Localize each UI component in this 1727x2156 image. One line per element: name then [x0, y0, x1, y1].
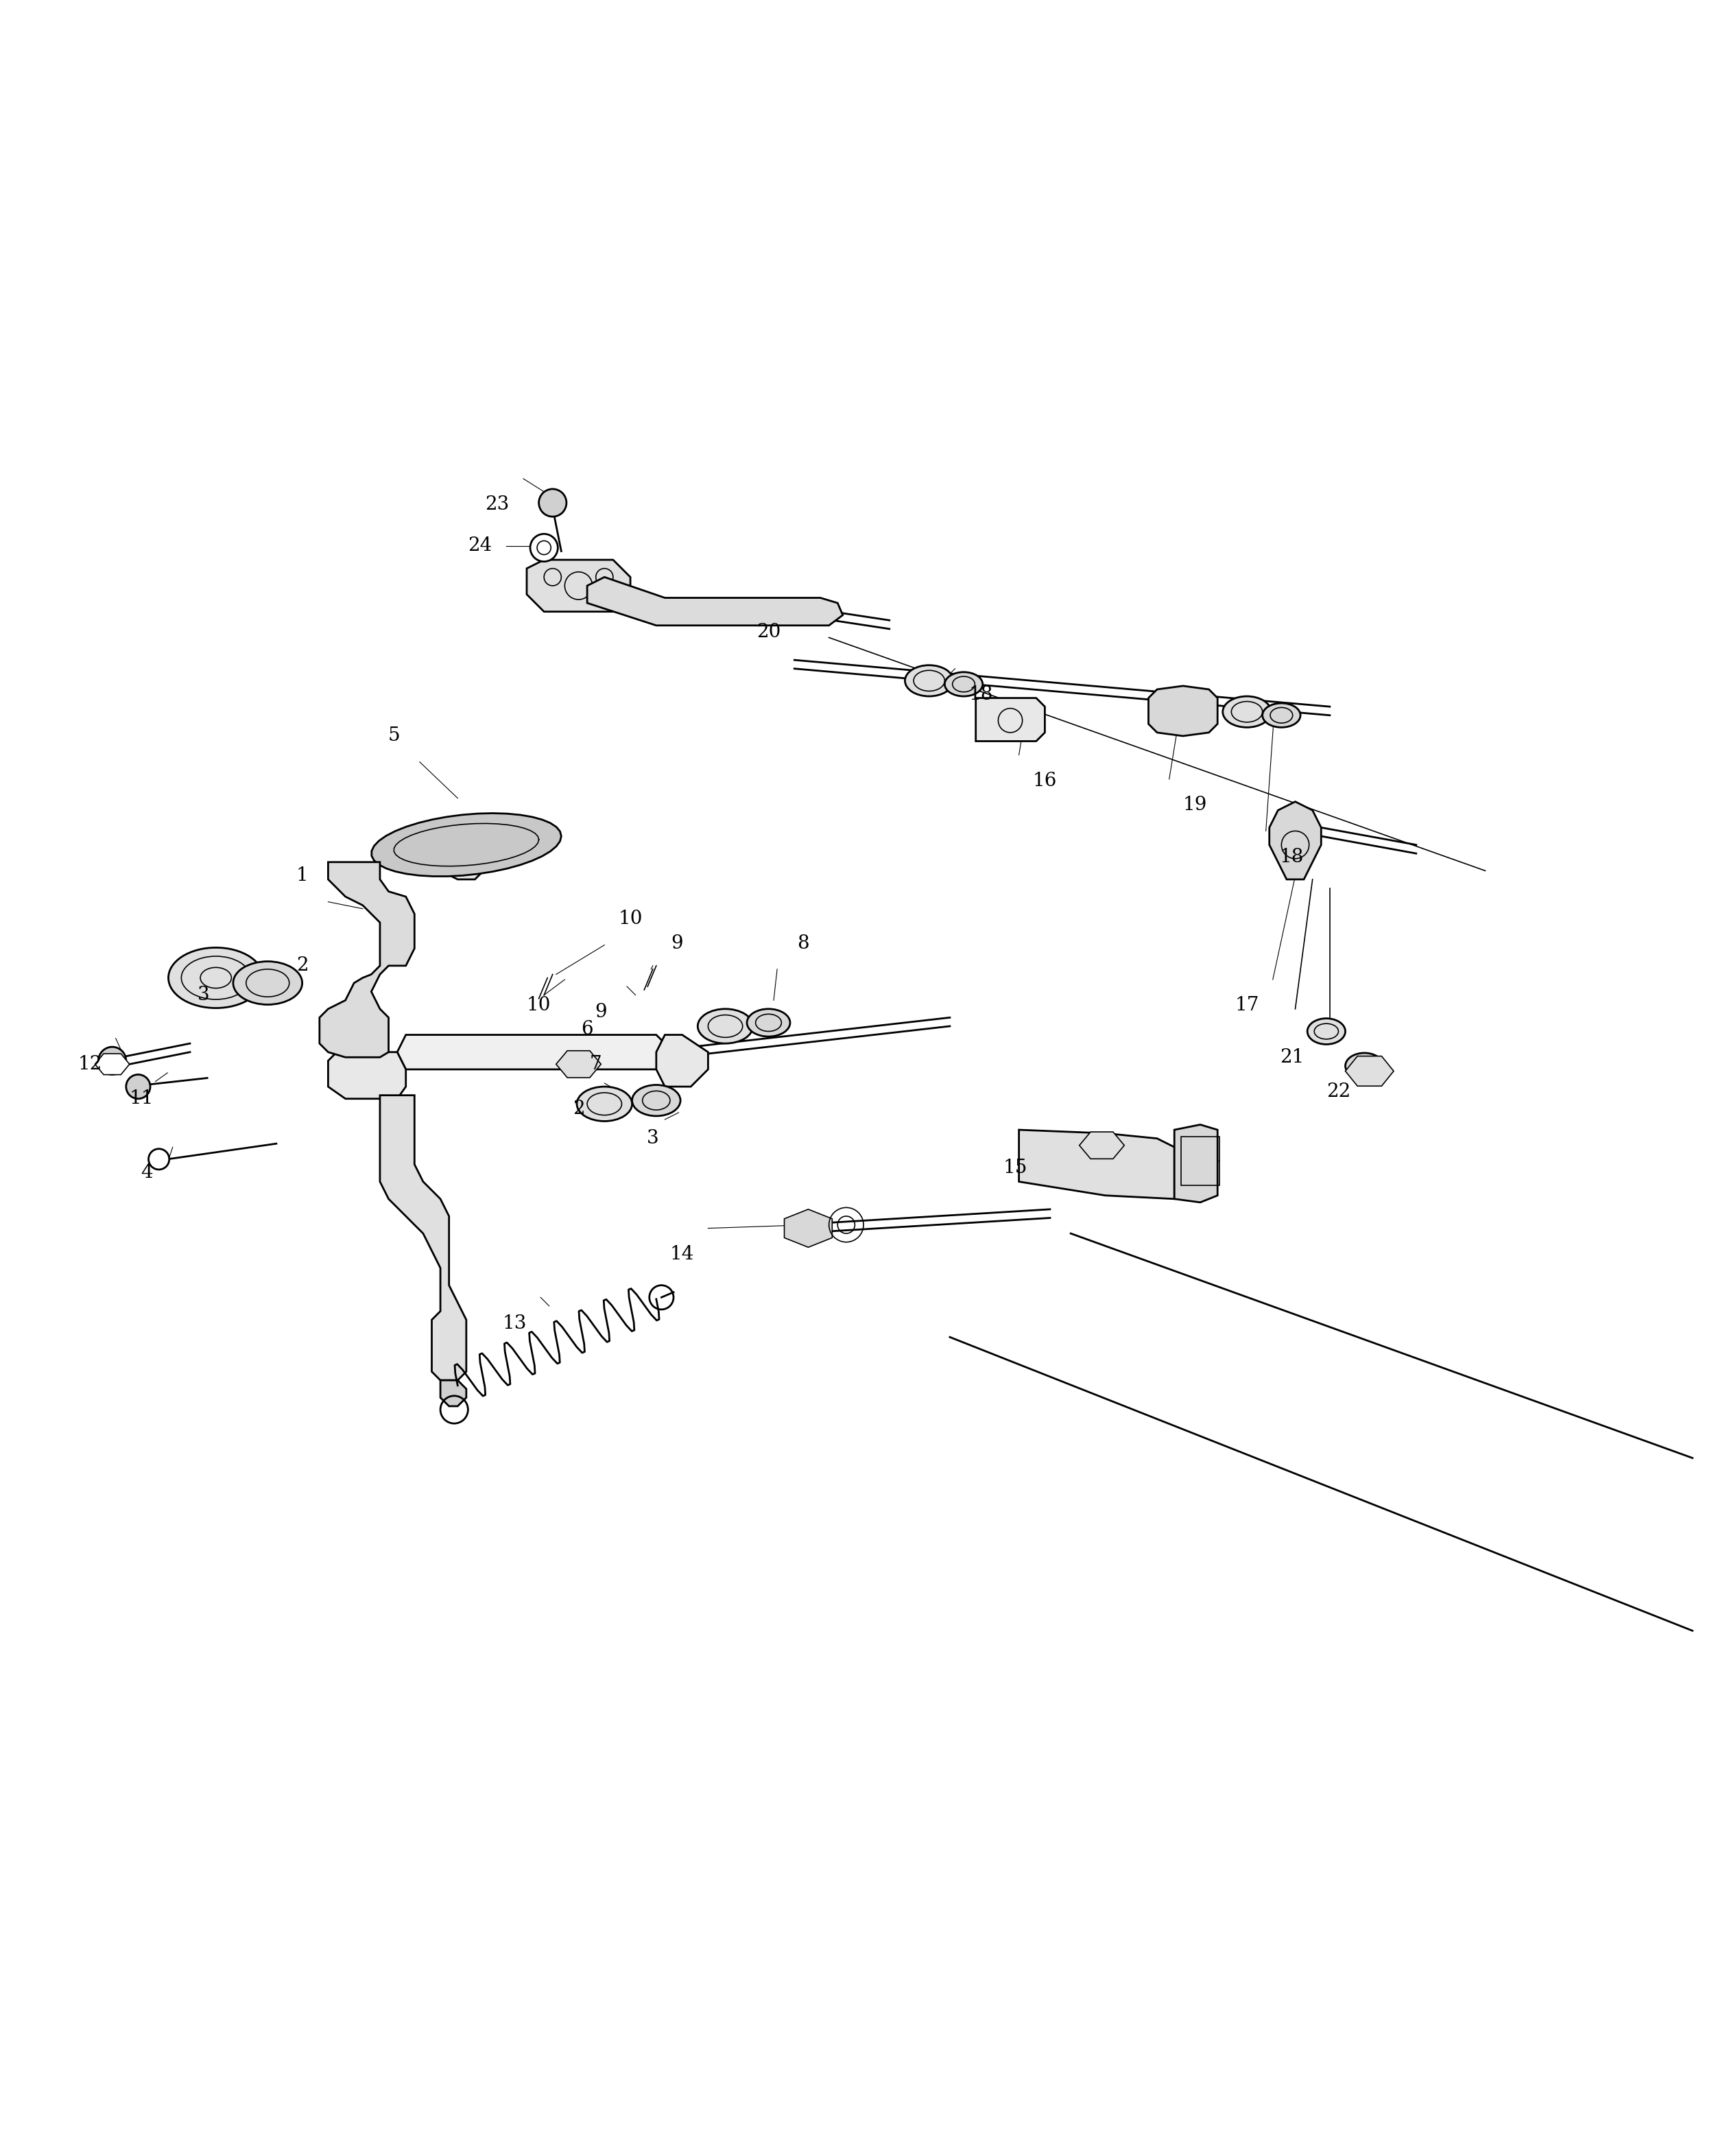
Ellipse shape [632, 1084, 680, 1117]
Polygon shape [1019, 1130, 1174, 1199]
Circle shape [539, 489, 566, 517]
Text: 19: 19 [1183, 796, 1207, 815]
Text: 14: 14 [670, 1244, 694, 1263]
Polygon shape [1079, 1132, 1124, 1158]
Text: 5: 5 [389, 727, 399, 746]
Ellipse shape [233, 962, 302, 1005]
Polygon shape [1269, 802, 1321, 880]
Ellipse shape [905, 666, 953, 696]
Text: 13: 13 [503, 1313, 527, 1332]
Text: 18: 18 [969, 686, 993, 703]
Circle shape [530, 535, 558, 561]
Polygon shape [397, 1035, 674, 1069]
Text: 8: 8 [798, 934, 808, 953]
Text: 16: 16 [1033, 772, 1057, 789]
Text: 24: 24 [468, 537, 492, 556]
Ellipse shape [1345, 1052, 1383, 1078]
Polygon shape [1148, 686, 1218, 735]
Text: 3: 3 [648, 1130, 658, 1147]
Text: 11: 11 [130, 1089, 154, 1108]
Text: 2: 2 [573, 1100, 584, 1119]
Text: 9: 9 [672, 934, 682, 953]
Polygon shape [976, 699, 1045, 742]
Ellipse shape [945, 673, 983, 696]
Text: 15: 15 [1003, 1158, 1028, 1177]
Text: 22: 22 [1326, 1082, 1351, 1102]
Text: 23: 23 [485, 496, 509, 513]
Polygon shape [1174, 1125, 1218, 1203]
Text: 17: 17 [1235, 996, 1259, 1015]
Polygon shape [95, 1054, 130, 1074]
Ellipse shape [169, 949, 264, 1009]
Polygon shape [440, 1380, 466, 1406]
Polygon shape [527, 561, 630, 612]
Text: 10: 10 [527, 996, 551, 1015]
Text: 2: 2 [297, 957, 307, 975]
Text: 7: 7 [589, 1054, 603, 1074]
Circle shape [126, 1074, 150, 1100]
Text: 20: 20 [756, 623, 781, 642]
Polygon shape [1345, 1056, 1394, 1087]
Text: 3: 3 [199, 985, 209, 1005]
Polygon shape [556, 1050, 601, 1078]
Ellipse shape [1262, 703, 1300, 727]
Ellipse shape [746, 1009, 789, 1037]
Polygon shape [319, 862, 414, 1056]
Polygon shape [371, 813, 561, 875]
Text: 10: 10 [618, 910, 642, 929]
Text: 12: 12 [78, 1054, 102, 1074]
Text: 9: 9 [596, 1003, 606, 1022]
Polygon shape [784, 1210, 832, 1248]
Text: 18: 18 [1280, 847, 1304, 867]
Polygon shape [406, 828, 492, 880]
Text: 21: 21 [1280, 1048, 1304, 1067]
Text: 1: 1 [295, 867, 309, 886]
Ellipse shape [1223, 696, 1271, 727]
Polygon shape [587, 578, 843, 625]
Polygon shape [656, 1035, 708, 1087]
Polygon shape [328, 1052, 406, 1100]
Polygon shape [380, 1095, 466, 1380]
Ellipse shape [1307, 1018, 1345, 1044]
Text: 4: 4 [142, 1164, 152, 1181]
Circle shape [98, 1048, 126, 1074]
Ellipse shape [577, 1087, 632, 1121]
Text: 6: 6 [582, 1020, 592, 1039]
Ellipse shape [698, 1009, 753, 1044]
Bar [1181, 1136, 1219, 1186]
Circle shape [149, 1149, 169, 1169]
